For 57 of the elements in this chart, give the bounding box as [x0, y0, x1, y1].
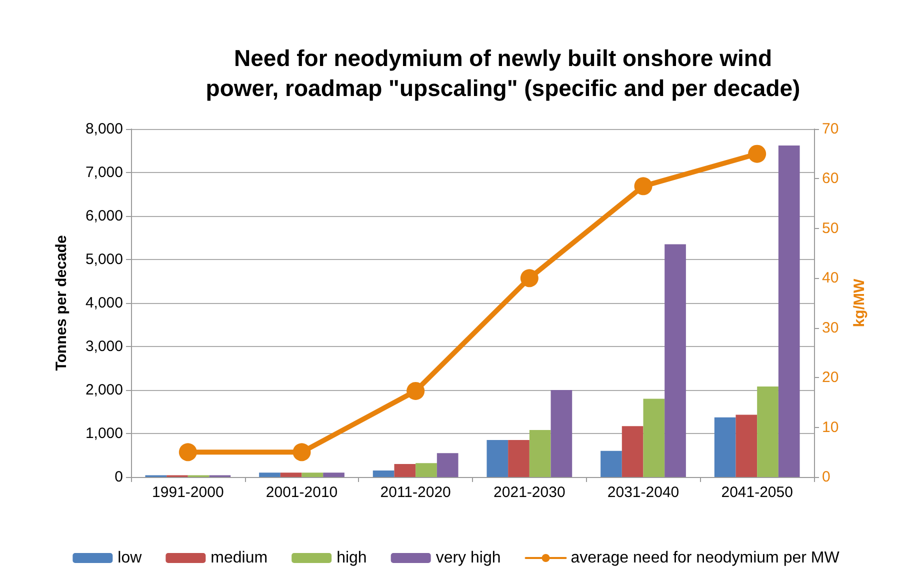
y2-axis-title: kg/MW — [851, 278, 868, 328]
point — [178, 443, 197, 462]
y-tick-label: 3,000 — [85, 338, 123, 355]
y2-tick-label: 20 — [822, 369, 839, 386]
y-tick-label: 7,000 — [85, 164, 123, 181]
y-tick-label: 5,000 — [85, 251, 123, 268]
y2-tick-label: 50 — [822, 220, 839, 237]
point — [748, 144, 766, 163]
bar — [508, 440, 530, 477]
bar — [436, 453, 458, 477]
bar — [259, 472, 280, 477]
y2-tick-label: 10 — [822, 418, 839, 436]
y2-tick-label: 0 — [822, 468, 830, 486]
x-tick-label: 2021-2030 — [494, 484, 566, 501]
bar — [736, 414, 758, 477]
bar — [778, 146, 800, 477]
bar — [372, 470, 394, 477]
x-tick-label: 2031-2040 — [607, 484, 680, 501]
y-tick-label: 4,000 — [85, 294, 123, 312]
legend-label: medium — [210, 550, 268, 566]
bar — [757, 386, 778, 477]
legend-label: average need for neodymium per MW — [570, 550, 840, 566]
chart-title: Need for neodymium of newly built onshore wind power, roadmap "upscaling" (specific and per decade) — [206, 45, 800, 101]
y-tick-label: 0 — [114, 468, 123, 486]
y2-tick-label: 30 — [822, 319, 839, 336]
bar — [622, 426, 644, 477]
y-axis-title: Tonnes per decade — [53, 235, 70, 371]
x-tick-label: 2001-2010 — [266, 484, 338, 501]
bar — [416, 463, 437, 477]
y-tick-label: 6,000 — [85, 208, 123, 224]
y-tick-label: 8,000 — [85, 120, 123, 138]
y-tick-label: 1,000 — [85, 425, 123, 442]
point — [634, 177, 652, 196]
y-tick-label: 2,000 — [85, 382, 123, 398]
y2-tick-label: 70 — [822, 120, 839, 138]
point — [406, 382, 425, 400]
x-tick-label: 2011-2020 — [380, 484, 451, 501]
point — [520, 269, 538, 288]
bar — [643, 398, 665, 477]
point — [292, 443, 311, 462]
bar — [302, 472, 324, 477]
x-tick-label: 1991-2000 — [152, 484, 224, 501]
bar — [394, 464, 416, 477]
bar — [323, 472, 344, 477]
bar — [664, 244, 686, 477]
x-tick-label: 2041-2050 — [721, 484, 793, 501]
legend-label: low — [118, 550, 142, 566]
bar — [486, 440, 508, 477]
bar — [714, 417, 736, 477]
bar — [280, 472, 302, 477]
legend-label: very high — [436, 550, 501, 566]
bar — [600, 450, 622, 477]
y2-tick-label: 60 — [822, 170, 839, 188]
y2-tick-label: 40 — [822, 270, 839, 287]
bar — [550, 390, 572, 477]
legend-label: high — [336, 550, 367, 566]
bar — [529, 430, 551, 477]
